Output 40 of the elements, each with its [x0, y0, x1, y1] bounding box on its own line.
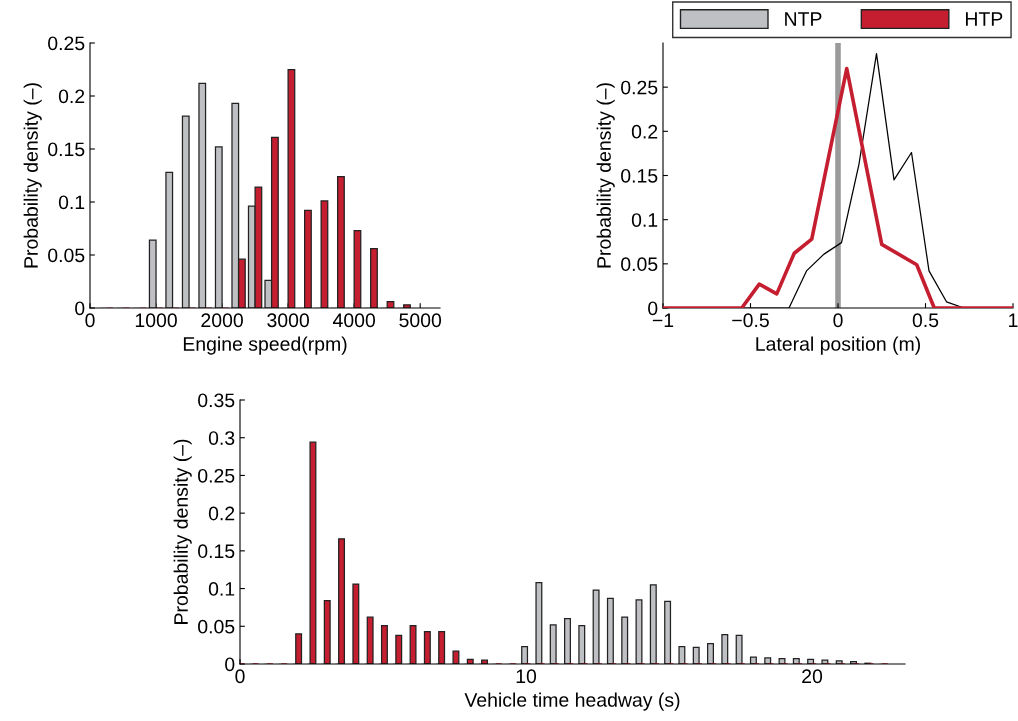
y-tick-label: 0.25 — [621, 80, 658, 95]
x-tick-label: 0 — [85, 313, 95, 328]
x-tick-label: 10 — [516, 669, 537, 684]
x-axis-title: Lateral position (m) — [756, 336, 921, 355]
y-tick-label: 0.2 — [208, 506, 235, 521]
x-tick-label: 0.5 — [912, 313, 939, 328]
y-axis-title: Probability density (–) — [173, 439, 192, 624]
y-tick-label: 0.05 — [198, 619, 235, 634]
legend-label: NTP — [785, 12, 822, 26]
y-axis-title: Probability density (–) — [23, 83, 42, 268]
y-tick-label: 0.1 — [58, 195, 85, 210]
x-tick-label: 20 — [802, 669, 823, 684]
x-axis-title: Engine speed(rpm) — [183, 336, 347, 355]
x-tick-label: 3000 — [267, 313, 309, 328]
y-axis-title: Probability density (–) — [596, 83, 615, 268]
y-tick-label: 0.05 — [621, 257, 658, 272]
y-tick-label: 0.1 — [631, 213, 658, 227]
legend-label: HTP — [965, 12, 1003, 26]
x-tick-label: 1 — [1009, 313, 1018, 327]
y-tick-label: 0 — [225, 657, 235, 672]
y-tick-label: 0.2 — [58, 89, 85, 104]
y-tick-label: 0.1 — [208, 582, 235, 596]
y-tick-label: 0.15 — [198, 544, 235, 559]
x-tick-label: 4000 — [332, 313, 376, 328]
y-tick-label: 0.15 — [621, 168, 658, 183]
y-tick-label: 0.25 — [48, 36, 85, 51]
x-tick-label: 1000 — [135, 313, 177, 328]
y-tick-label: 0.15 — [48, 142, 85, 157]
x-tick-label: −0.5 — [732, 313, 769, 328]
x-tick-label: 0 — [833, 313, 843, 328]
x-tick-label: 0 — [235, 669, 245, 684]
x-tick-label: 2000 — [201, 313, 243, 328]
y-tick-label: 0.05 — [48, 248, 85, 263]
y-tick-label: 0.35 — [198, 393, 235, 408]
x-tick-label: 5000 — [399, 313, 442, 328]
y-tick-label: 0.3 — [208, 431, 235, 445]
y-tick-label: 0.2 — [631, 124, 658, 139]
y-tick-label: 0.25 — [198, 468, 235, 483]
x-axis-title: Vehicle time headway (s) — [464, 692, 680, 711]
y-tick-label: 0 — [75, 301, 85, 316]
